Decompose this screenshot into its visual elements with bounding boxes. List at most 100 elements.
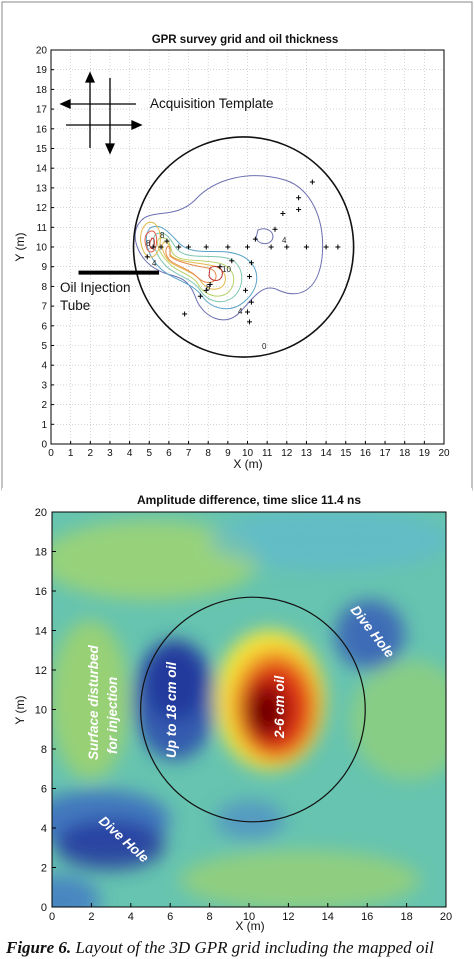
survey-point <box>203 287 209 293</box>
acquisition-template-icon <box>59 71 143 155</box>
x-tick-label: 17 <box>379 448 391 459</box>
survey-point <box>252 236 258 242</box>
x-tick-label: 20 <box>440 911 452 923</box>
top-x-tick-labels: 0 1 2 3 4 5 6 7 8 9 10 11 12 13 14 15 16 17 18 19 20 <box>48 441 450 459</box>
x-tick-label: 6 <box>166 448 172 459</box>
survey-point <box>203 244 209 250</box>
top-panel <box>1 1 473 491</box>
y-tick-label: 4 <box>41 823 47 835</box>
x-tick-label: 2 <box>88 911 94 923</box>
figure-caption-text: Layout of the 3D GPR grid including the … <box>75 938 434 957</box>
x-tick-label: 5 <box>146 448 152 459</box>
oil-thickness-contours <box>134 175 324 321</box>
contour-label: 8 <box>160 231 165 240</box>
y-tick-label: 2 <box>41 400 47 411</box>
x-tick-label: 0 <box>49 911 55 923</box>
x-tick-label: 1 <box>68 448 74 459</box>
y-tick-label: 11 <box>37 223 48 234</box>
survey-point <box>323 244 329 250</box>
x-tick-label: 0 <box>48 448 54 459</box>
contour-label: 8 <box>146 239 151 248</box>
survey-point <box>229 258 235 264</box>
x-tick-label: 14 <box>321 448 333 459</box>
bottom-y-tick-labels: 0 2 4 6 8 10 12 14 16 18 20 <box>35 507 56 914</box>
y-tick-label: 0 <box>41 902 47 914</box>
y-tick-label: 6 <box>41 321 47 332</box>
surface-disturbed-label: Surface disturbed <box>86 644 101 760</box>
x-tick-label: 12 <box>282 911 294 923</box>
x-tick-label: 14 <box>322 911 334 923</box>
survey-point <box>197 293 203 299</box>
y-tick-label: 14 <box>35 626 47 638</box>
y-tick-label: 8 <box>41 744 47 756</box>
contour-label: 0 <box>262 342 267 351</box>
survey-point <box>248 299 254 305</box>
y-tick-label: 1 <box>41 420 47 431</box>
x-tick-label: 16 <box>360 448 372 459</box>
survey-point <box>158 244 164 250</box>
top-y-axis-label: Y (m) <box>13 232 27 261</box>
survey-point <box>207 281 213 287</box>
survey-point <box>176 244 182 250</box>
x-tick-label: 11 <box>262 448 273 459</box>
survey-point <box>245 244 250 250</box>
amplitude-heatmap <box>52 512 446 907</box>
y-tick-label: 2 <box>41 863 47 875</box>
y-tick-label: 16 <box>35 586 47 598</box>
x-tick-label: 2 <box>88 448 94 459</box>
survey-point <box>280 211 286 217</box>
y-tick-label: 10 <box>35 705 47 717</box>
x-tick-label: 18 <box>400 911 412 923</box>
survey-point <box>243 287 249 293</box>
tank-circle-bottom <box>140 596 366 823</box>
survey-point <box>309 179 315 185</box>
x-tick-label: 9 <box>225 448 231 459</box>
y-tick-label: 20 <box>36 46 48 57</box>
y-tick-label: 10 <box>36 243 48 254</box>
two-six-cm-label: 2-6 cm oil <box>272 675 287 739</box>
y-tick-label: 14 <box>36 164 48 175</box>
x-tick-label: 20 <box>438 448 450 459</box>
x-tick-label: 15 <box>340 448 352 459</box>
y-tick-label: 4 <box>41 361 47 372</box>
y-tick-label: 12 <box>36 203 48 214</box>
top-chart-title: GPR survey grid and oil thickness <box>152 34 339 46</box>
bottom-y-axis-label: Y (m) <box>13 695 27 724</box>
y-tick-label: 12 <box>35 665 47 677</box>
x-tick-label: 4 <box>127 448 133 459</box>
survey-point <box>303 244 309 250</box>
bottom-x-tick-labels: 0 2 4 6 8 10 12 14 16 18 20 <box>49 903 452 923</box>
survey-point <box>246 274 252 280</box>
x-tick-label: 16 <box>361 911 373 923</box>
tube-label: Tube <box>60 298 90 313</box>
y-tick-label: 8 <box>41 282 47 293</box>
survey-point <box>268 244 274 250</box>
up-to-18-label: Up to 18 cm oil <box>164 662 179 758</box>
x-tick-label: 10 <box>243 911 255 923</box>
survey-point <box>225 244 231 250</box>
x-tick-label: 10 <box>242 448 254 459</box>
survey-point <box>164 238 170 244</box>
contour-label: 4 <box>238 307 243 316</box>
x-tick-label: 12 <box>281 448 293 459</box>
survey-point <box>245 309 250 315</box>
survey-point <box>272 226 278 232</box>
survey-point <box>296 207 302 213</box>
contour-label: 4 <box>152 259 157 268</box>
survey-point <box>248 260 254 266</box>
survey-point <box>186 244 192 250</box>
x-tick-label: 13 <box>301 448 313 459</box>
y-tick-label: 15 <box>36 144 48 155</box>
x-tick-label: 3 <box>107 448 113 459</box>
x-tick-label: 8 <box>205 448 211 459</box>
y-tick-label: 19 <box>36 65 48 76</box>
tank-circle <box>132 136 355 358</box>
survey-point <box>335 244 341 250</box>
survey-point <box>182 311 188 317</box>
oil-injection-label: Oil Injection <box>60 280 131 295</box>
survey-point <box>150 244 156 250</box>
figure-caption: Figure 6. Layout of the 3D GPR grid incl… <box>6 938 434 958</box>
figure-caption-label: Figure 6. <box>6 938 72 957</box>
contour-labels: 8 10 8 4 4 0 8 4 <box>146 231 287 351</box>
